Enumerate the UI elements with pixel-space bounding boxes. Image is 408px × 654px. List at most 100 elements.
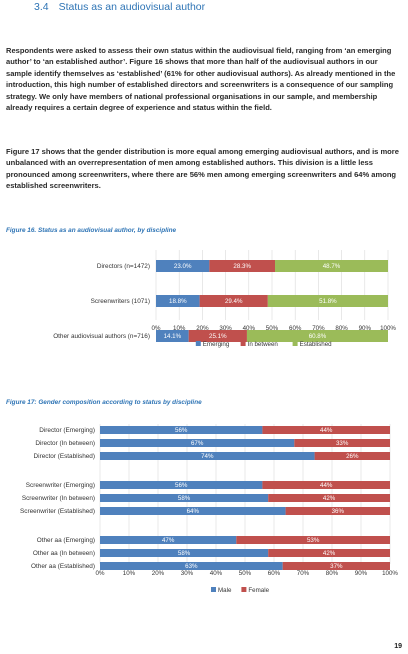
data-label: 58% [178,495,191,502]
data-label: 42% [323,550,336,557]
bar-segment-female [285,507,390,515]
data-label: 36% [332,508,345,515]
x-tick-label: 80% [326,570,339,577]
bar-segment-female [282,562,390,570]
legend-label: Female [248,587,269,594]
data-label: 18.8% [169,298,187,305]
section-title: Status as an audiovisual author [58,1,206,13]
section-number: 3.4 [34,1,49,13]
bar-segment-emerging [156,330,189,342]
data-label: 23.0% [174,263,192,270]
x-tick-label: 100% [382,570,398,577]
x-tick-label: 50% [239,570,252,577]
data-label: 25.1% [209,333,227,340]
x-tick-label: 0% [96,570,105,577]
category-label: Director (Established) [34,453,95,460]
x-tick-label: 30% [219,325,232,332]
category-label: Screenwriter (Established) [20,508,95,515]
x-tick-label: 50% [266,325,279,332]
bar-segment-male [100,562,283,570]
legend-swatch [211,587,216,592]
x-tick-label: 70% [312,325,325,332]
bar-segment-male [100,536,237,544]
data-label: 29.4% [225,298,243,305]
x-tick-label: 40% [243,325,256,332]
category-label: Other aa (Emerging) [37,537,95,544]
x-tick-label: 60% [268,570,281,577]
data-label: 48.7% [323,263,341,270]
data-label: 37% [330,563,343,570]
category-label: Other aa (Established) [31,563,95,570]
data-label: 28.3% [233,263,251,270]
bar-segment-male [100,439,295,447]
x-tick-label: 90% [359,325,372,332]
legend-swatch [195,341,201,346]
bar-segment-established [246,330,388,342]
bar-segment-male [100,549,269,557]
category-label: Other aa (In between) [33,550,95,557]
bar-segment-female [236,536,390,544]
data-label: 53% [307,537,320,544]
data-label: 67% [191,440,204,447]
x-tick-label: 10% [173,325,186,332]
category-label: Directors (n=1472) [97,263,150,270]
category-label: Director (Emerging) [39,427,95,434]
data-label: 60.8% [309,333,327,340]
legend-swatch [240,341,246,346]
data-label: 42% [323,495,336,502]
legend-label: Emerging [203,341,230,348]
data-label: 64% [187,508,200,515]
legend-label: Male [218,587,232,594]
legend-swatch [292,341,298,346]
legend-label: Established [300,341,333,348]
section-heading: 3.4 Status as an audiovisual author [34,1,205,13]
bar-segment-emerging [156,295,200,307]
bar-segment-established [267,295,388,307]
category-label: Other audiovisual authors (n=716) [53,333,150,340]
data-label: 26% [346,453,359,460]
bar-segment-male [100,452,315,460]
bar-segment-female [262,426,390,434]
data-label: 44% [320,427,333,434]
bar-segment-male [100,494,269,502]
data-label: 47% [162,537,175,544]
x-tick-label: 80% [335,325,348,332]
data-label: 56% [175,482,188,489]
x-tick-label: 40% [210,570,223,577]
data-label: 58% [178,550,191,557]
bar-segment-female [294,439,390,447]
bar-segment-male [100,426,263,434]
bar-segment-in-between [199,295,268,307]
category-label: Director (In between) [35,440,95,447]
legend-label: In between [248,341,279,348]
x-tick-label: 70% [297,570,310,577]
category-label: Screenwriter (In between) [22,495,95,502]
x-tick-label: 0% [152,325,161,332]
bar-segment-female [268,494,390,502]
bar-segment-female [268,549,390,557]
bar-segment-female [314,452,390,460]
bar-segment-in-between [188,330,247,342]
category-label: Screenwriters (1071) [91,298,150,305]
x-tick-label: 20% [152,570,165,577]
data-label: 51.8% [319,298,337,305]
top-bar [0,0,408,14]
category-label: Screenwriter (Emerging) [26,482,95,489]
legend-swatch [241,587,247,592]
x-tick-label: 60% [289,325,302,332]
data-label: 44% [320,482,333,489]
bar-segment-male [100,481,263,489]
bar-segment-in-between [209,260,276,272]
x-tick-label: 10% [123,570,136,577]
data-label: 74% [201,453,214,460]
figure-17-chart: 0% 10% 20% 30% 40% 50% 60% 70% 80% 90% 100% Directo… [20,424,398,594]
bar-segment-female [262,481,390,489]
x-tick-label: 100% [380,325,396,332]
x-tick-label: 20% [196,325,209,332]
data-label: 14.1% [164,333,182,340]
figure-16-chart: 0% 10% 20% 30% 40% 50% 60% 70% 80% 90% 100% Directo… [53,250,396,348]
paragraph-2: Figure 17 shows that the gender distribu… [6,147,399,191]
page-number: 19 [394,643,402,650]
figure-16-caption: Figure 16. Status as an audiovisual auth… [6,227,177,234]
x-tick-label: 30% [181,570,194,577]
